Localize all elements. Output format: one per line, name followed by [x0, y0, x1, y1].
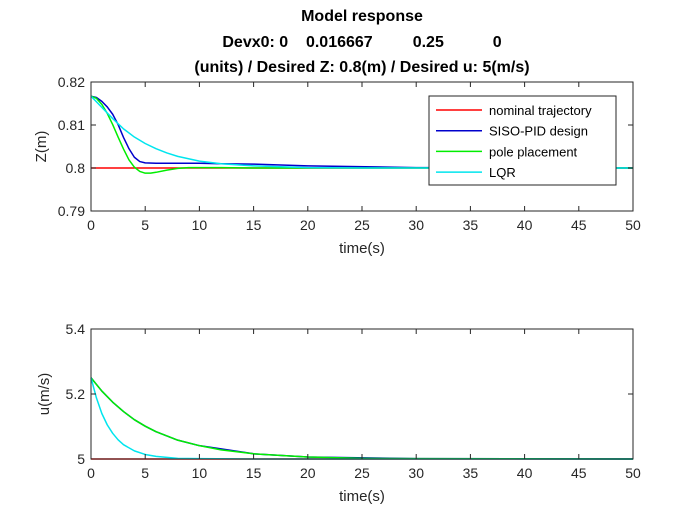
series-line-1: [90, 95, 634, 169]
legend-box: [428, 95, 617, 186]
x-tick-label-6: 30: [408, 217, 424, 233]
series-line-3: [90, 95, 633, 169]
x-tick-label-3: 15: [246, 217, 262, 233]
x-tick-label-1: 5: [141, 217, 149, 233]
legend-label-2: pole placement: [489, 144, 578, 159]
y-tick-label-1: 0.8: [66, 160, 86, 176]
y-axis-label: Z(m): [33, 131, 50, 163]
figure-title-line-3: (units) / Desired Z: 0.8(m) / Desired u:…: [194, 59, 529, 76]
figure-title-line-1: Model response: [301, 8, 423, 25]
x-tick-label-8: 40: [517, 217, 533, 233]
x-tick-label-7: 35: [463, 217, 479, 233]
y-tick-label-1: 5.2: [66, 386, 86, 402]
top-chart-z: 0 5 10 15 20 25 30 35 40 45 50 0.79 0.8 0.81 0.82 time(…: [33, 74, 641, 257]
legend: nominal trajectory SISO-PID design pole pl…: [428, 95, 617, 186]
y-tick-label-2: 5.4: [66, 321, 86, 337]
plot-area: [91, 329, 633, 459]
x-tick-label-4: 20: [300, 465, 316, 481]
x-tick-label-8: 40: [517, 465, 533, 481]
x-tick-label-6: 30: [408, 465, 424, 481]
x-tick-label-2: 10: [192, 465, 208, 481]
y-tick-label-0: 0.79: [58, 203, 85, 219]
y-tick-label-2: 0.81: [58, 117, 85, 133]
series-line-2: [90, 95, 633, 174]
x-tick-label-0: 0: [87, 217, 95, 233]
x-tick-label-10: 50: [625, 217, 641, 233]
x-tick-label-7: 35: [463, 465, 479, 481]
legend-label-3: LQR: [489, 165, 516, 180]
legend-label-0: nominal trajectory: [489, 103, 592, 118]
x-tick-label-1: 5: [141, 465, 149, 481]
x-tick-label-5: 25: [354, 465, 370, 481]
figure-title-line-2: Devx0: 0 0.016667 0.25 0: [222, 34, 501, 51]
x-axis-label: time(s): [339, 240, 385, 257]
x-tick-label-5: 25: [354, 217, 370, 233]
x-tick-label-4: 20: [300, 217, 316, 233]
y-axis-label: u(m/s): [36, 373, 53, 416]
y-tick-label-0: 5: [77, 451, 85, 467]
x-tick-label-9: 45: [571, 217, 587, 233]
legend-label-1: SISO-PID design: [489, 124, 588, 139]
x-tick-label-9: 45: [571, 465, 587, 481]
x-axis-label: time(s): [339, 488, 385, 505]
series-line-2: [90, 377, 634, 460]
x-tick-label-0: 0: [87, 465, 95, 481]
x-tick-label-3: 15: [246, 465, 262, 481]
x-tick-label-2: 10: [192, 217, 208, 233]
x-tick-label-10: 50: [625, 465, 641, 481]
y-tick-label-3: 0.82: [58, 74, 85, 90]
